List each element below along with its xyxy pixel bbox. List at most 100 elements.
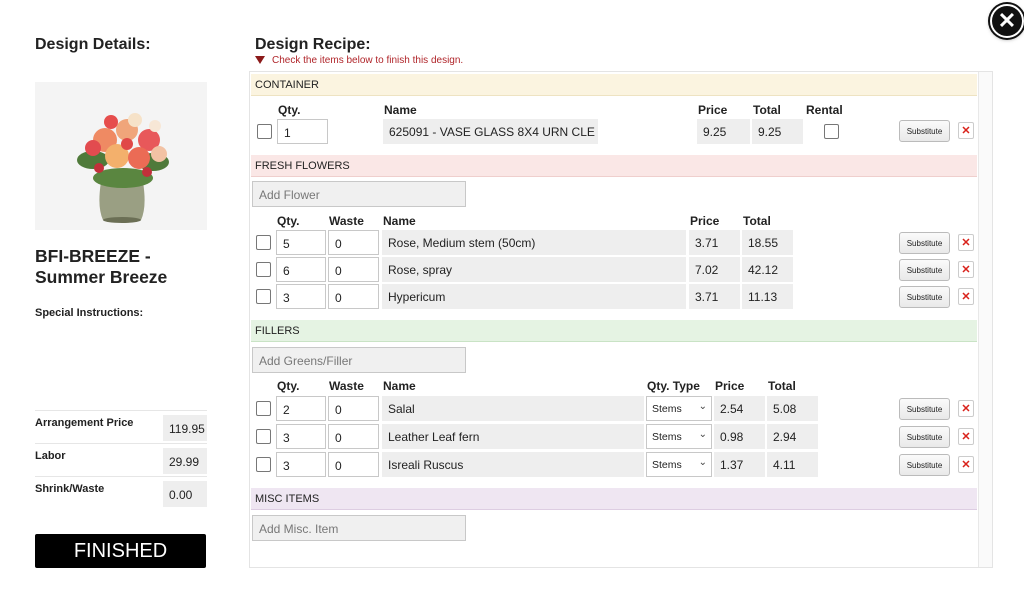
flower-delete-icon[interactable]: ✕	[958, 234, 974, 251]
flower-total: 18.55	[742, 230, 793, 255]
filler-qty-input[interactable]: 3	[276, 424, 326, 449]
flower-delete-icon[interactable]: ✕	[958, 261, 974, 278]
flower-waste-input[interactable]: 0	[328, 257, 379, 282]
flower-price: 3.71	[689, 230, 740, 255]
flower-waste-input[interactable]: 0	[328, 284, 379, 309]
section-container-header: CONTAINER	[251, 74, 977, 96]
filler-price: 2.54	[714, 396, 765, 421]
flower-total: 11.13	[742, 284, 793, 309]
filler-price: 0.98	[714, 424, 765, 449]
flower-name: Rose, Medium stem (50cm)	[382, 230, 686, 255]
shrink-waste-label: Shrink/Waste	[35, 483, 105, 495]
flower-delete-icon[interactable]: ✕	[958, 288, 974, 305]
qty-type-value: Stems	[652, 431, 682, 443]
container-total: 9.25	[752, 119, 803, 144]
add-misc-item-input[interactable]: Add Misc. Item	[252, 515, 466, 541]
close-icon[interactable]: ✕	[990, 4, 1024, 38]
scrollbar[interactable]	[978, 72, 992, 567]
finished-button[interactable]: FINISHED	[35, 534, 206, 568]
col-qty: Qty.	[277, 214, 300, 228]
recipe-panel	[249, 71, 993, 568]
filler-total: 4.11	[767, 452, 818, 477]
filler-total: 2.94	[767, 424, 818, 449]
filler-qty-type-select[interactable]: Stems ⌄	[646, 396, 712, 421]
filler-substitute-button[interactable]: Substitute	[899, 398, 950, 420]
arrangement-price-label: Arrangement Price	[35, 417, 134, 429]
col-total: Total	[743, 214, 771, 228]
product-title: BFI-BREEZE - Summer Breeze	[35, 246, 168, 287]
col-price: Price	[715, 379, 745, 393]
filler-row-checkbox[interactable]	[256, 401, 271, 416]
filler-qty-input[interactable]: 2	[276, 396, 326, 421]
flower-qty-input[interactable]: 5	[276, 230, 326, 255]
container-rental-checkbox[interactable]	[824, 124, 839, 139]
filler-delete-icon[interactable]: ✕	[958, 400, 974, 417]
filler-name: Isreali Ruscus	[382, 452, 644, 477]
chevron-down-icon: ⌄	[698, 457, 707, 468]
col-name: Name	[383, 379, 416, 393]
col-qty: Qty.	[277, 379, 300, 393]
chevron-down-icon: ⌄	[698, 429, 707, 440]
flower-substitute-button[interactable]: Substitute	[899, 232, 950, 254]
shrink-waste-value: 0.00	[163, 481, 207, 507]
flower-qty-input[interactable]: 3	[276, 284, 326, 309]
flower-row-checkbox[interactable]	[256, 235, 271, 250]
warning-message: Check the items below to finish this des…	[255, 55, 463, 66]
filler-row-checkbox[interactable]	[256, 429, 271, 444]
col-waste: Waste	[329, 214, 364, 228]
labor-label: Labor	[35, 450, 66, 462]
flower-total: 42.12	[742, 257, 793, 282]
flower-waste-input[interactable]: 0	[328, 230, 379, 255]
col-price: Price	[690, 214, 720, 228]
filler-qty-input[interactable]: 3	[276, 452, 326, 477]
add-greens-filler-input[interactable]: Add Greens/Filler	[252, 347, 466, 373]
filler-qty-type-select[interactable]: Stems ⌄	[646, 424, 712, 449]
filler-waste-input[interactable]: 0	[328, 396, 379, 421]
container-delete-icon[interactable]: ✕	[958, 122, 974, 139]
section-misc-items-header: MISC ITEMS	[251, 488, 977, 510]
container-price: 9.25	[697, 119, 750, 144]
filler-total: 5.08	[767, 396, 818, 421]
col-total: Total	[768, 379, 796, 393]
qty-type-value: Stems	[652, 403, 682, 415]
filler-waste-input[interactable]: 0	[328, 452, 379, 477]
container-item-checkbox[interactable]	[257, 124, 272, 139]
filler-row-checkbox[interactable]	[256, 457, 271, 472]
filler-delete-icon[interactable]: ✕	[958, 428, 974, 445]
shrink-waste-row: Shrink/Waste 0.00	[35, 476, 207, 509]
flower-substitute-button[interactable]: Substitute	[899, 259, 950, 281]
flower-substitute-button[interactable]: Substitute	[899, 286, 950, 308]
flower-name: Rose, spray	[382, 257, 686, 282]
col-name: Name	[384, 103, 417, 117]
col-qty-type: Qty. Type	[647, 379, 700, 393]
container-name: 625091 - VASE GLASS 8X4 URN CLE	[383, 119, 598, 144]
design-details-heading: Design Details:	[35, 36, 151, 53]
flower-price: 3.71	[689, 284, 740, 309]
col-qty: Qty.	[278, 103, 301, 117]
col-waste: Waste	[329, 379, 364, 393]
flower-row-checkbox[interactable]	[256, 262, 271, 277]
flower-qty-input[interactable]: 6	[276, 257, 326, 282]
arrangement-price-value: 119.95	[163, 415, 207, 441]
filler-waste-input[interactable]: 0	[328, 424, 379, 449]
filler-substitute-button[interactable]: Substitute	[899, 426, 950, 448]
filler-substitute-button[interactable]: Substitute	[899, 454, 950, 476]
section-fillers-header: FILLERS	[251, 320, 977, 342]
col-price: Price	[698, 103, 728, 117]
container-substitute-button[interactable]: Substitute	[899, 120, 950, 142]
container-qty-input[interactable]: 1	[277, 119, 328, 144]
filler-delete-icon[interactable]: ✕	[958, 456, 974, 473]
design-recipe-heading: Design Recipe:	[255, 36, 371, 53]
col-name: Name	[383, 214, 416, 228]
price-summary: Arrangement Price 119.95 Labor 29.99 Shr…	[35, 410, 207, 509]
section-fresh-flowers-header: FRESH FLOWERS	[251, 155, 977, 177]
add-flower-input[interactable]: Add Flower	[252, 181, 466, 207]
special-instructions-label: Special Instructions:	[35, 307, 144, 319]
flower-price: 7.02	[689, 257, 740, 282]
flower-row-checkbox[interactable]	[256, 289, 271, 304]
filler-qty-type-select[interactable]: Stems ⌄	[646, 452, 712, 477]
labor-row: Labor 29.99	[35, 443, 207, 476]
labor-value: 29.99	[163, 448, 207, 474]
col-total: Total	[753, 103, 781, 117]
qty-type-value: Stems	[652, 459, 682, 471]
